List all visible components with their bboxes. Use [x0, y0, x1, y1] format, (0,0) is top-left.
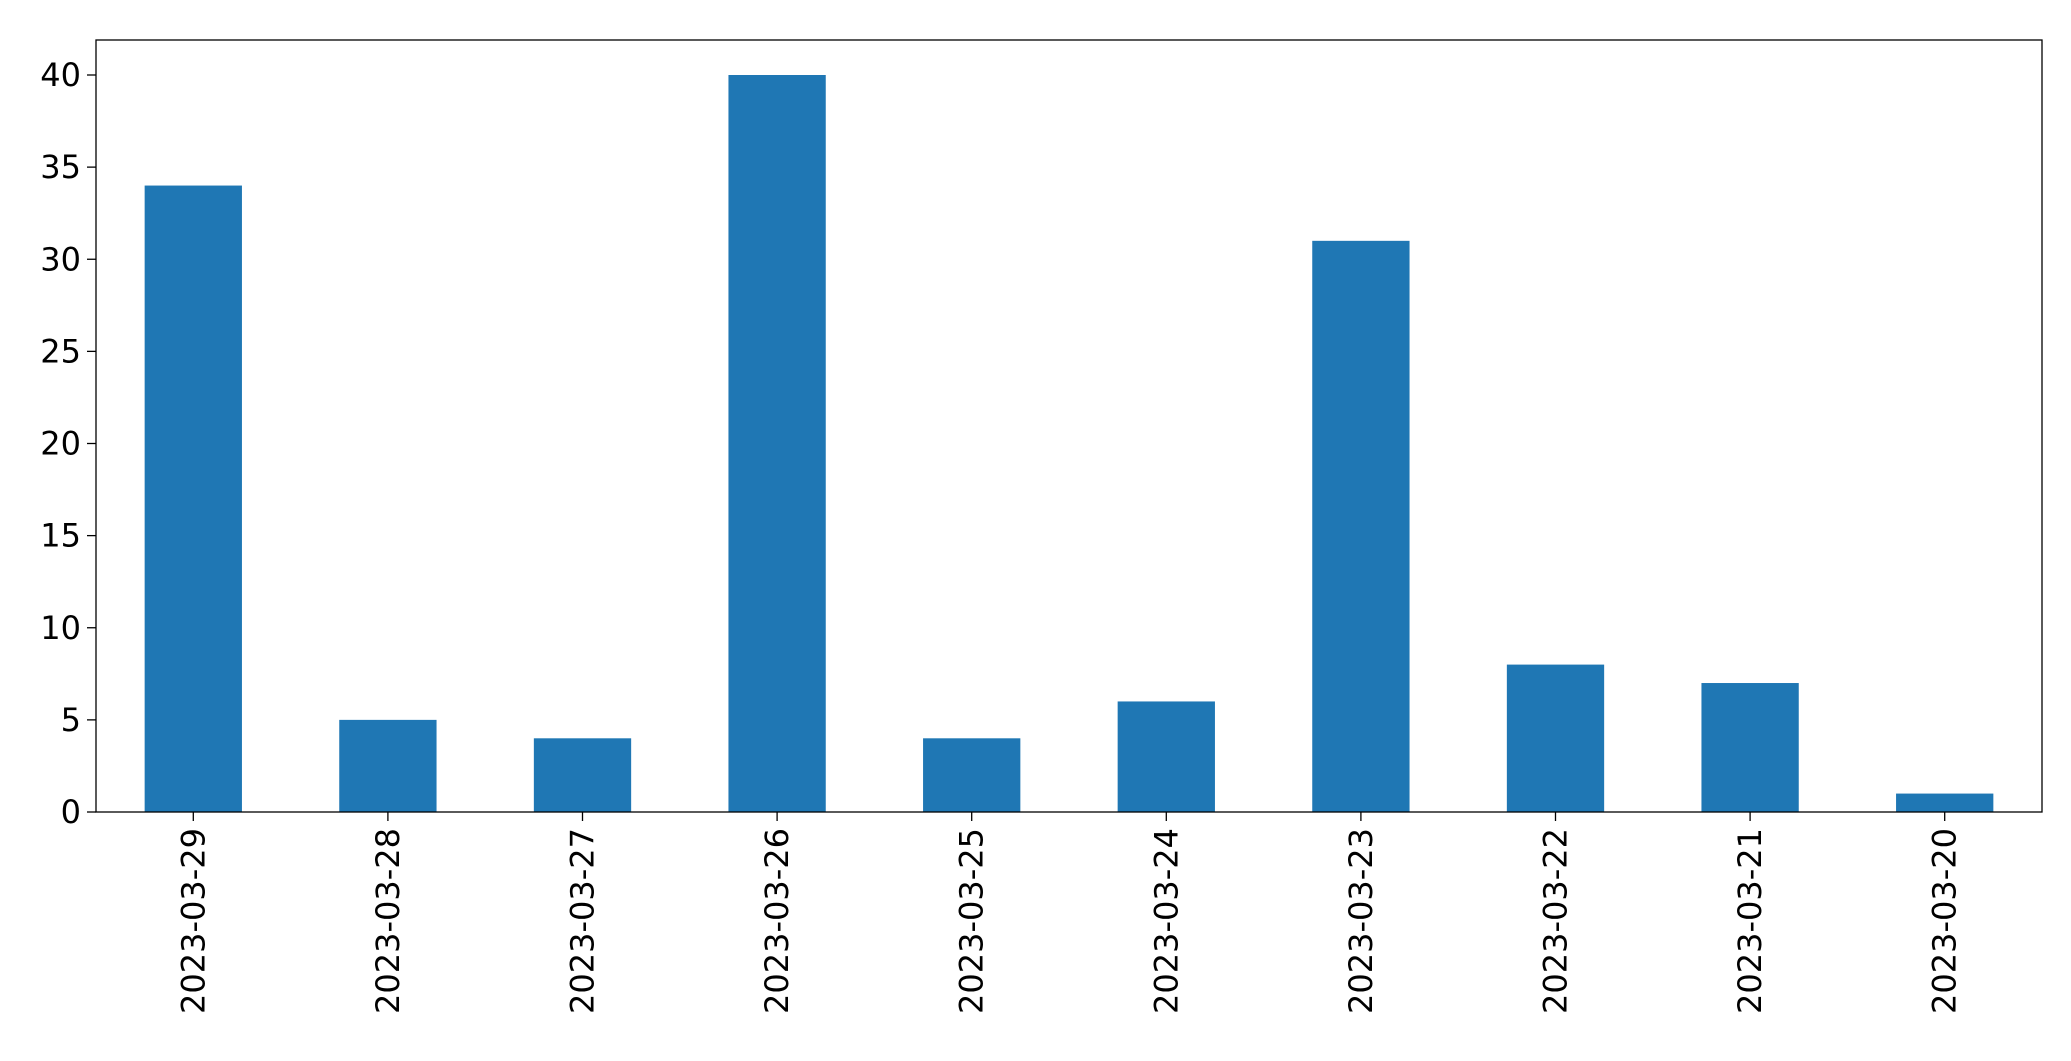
bar [923, 738, 1021, 812]
bar [1117, 701, 1215, 812]
bar [533, 738, 632, 812]
y-tick-label: 5 [61, 701, 81, 739]
bar [728, 75, 826, 812]
bar [144, 185, 242, 813]
y-tick-label: 30 [40, 240, 81, 278]
y-tick-label: 25 [40, 332, 81, 370]
bar [339, 719, 437, 812]
plot-frame [95, 39, 2043, 813]
y-tick-label: 0 [61, 793, 81, 831]
x-tick-label: 2023-03-20 [1926, 828, 1964, 1014]
x-tick-label: 2023-03-22 [1537, 828, 1575, 1014]
x-tick-label: 2023-03-29 [174, 828, 212, 1014]
bar [1896, 793, 1994, 812]
x-tick-label: 2023-03-21 [1731, 828, 1769, 1014]
bars-group [144, 75, 1994, 813]
x-tick-label: 2023-03-25 [953, 828, 991, 1014]
x-tick-label: 2023-03-28 [369, 828, 407, 1014]
bar [1312, 240, 1410, 812]
y-tick-label: 20 [40, 425, 81, 463]
x-tick-label: 2023-03-26 [758, 828, 796, 1014]
y-tick-label: 40 [40, 56, 81, 94]
y-tick-label: 10 [40, 609, 81, 647]
bar [1701, 683, 1799, 812]
x-tick-label: 2023-03-23 [1342, 828, 1380, 1014]
y-tick-label: 35 [40, 148, 81, 186]
bar [1506, 664, 1605, 812]
x-tick-label: 2023-03-27 [564, 828, 602, 1014]
y-axis: 0 5 10 15 20 25 30 35 40 [40, 56, 96, 831]
x-axis: 2023-03-29 2023-03-28 2023-03-27 2023-03-26… [174, 812, 1964, 1014]
y-tick-label: 15 [40, 517, 81, 555]
x-tick-label: 2023-03-24 [1147, 828, 1185, 1014]
